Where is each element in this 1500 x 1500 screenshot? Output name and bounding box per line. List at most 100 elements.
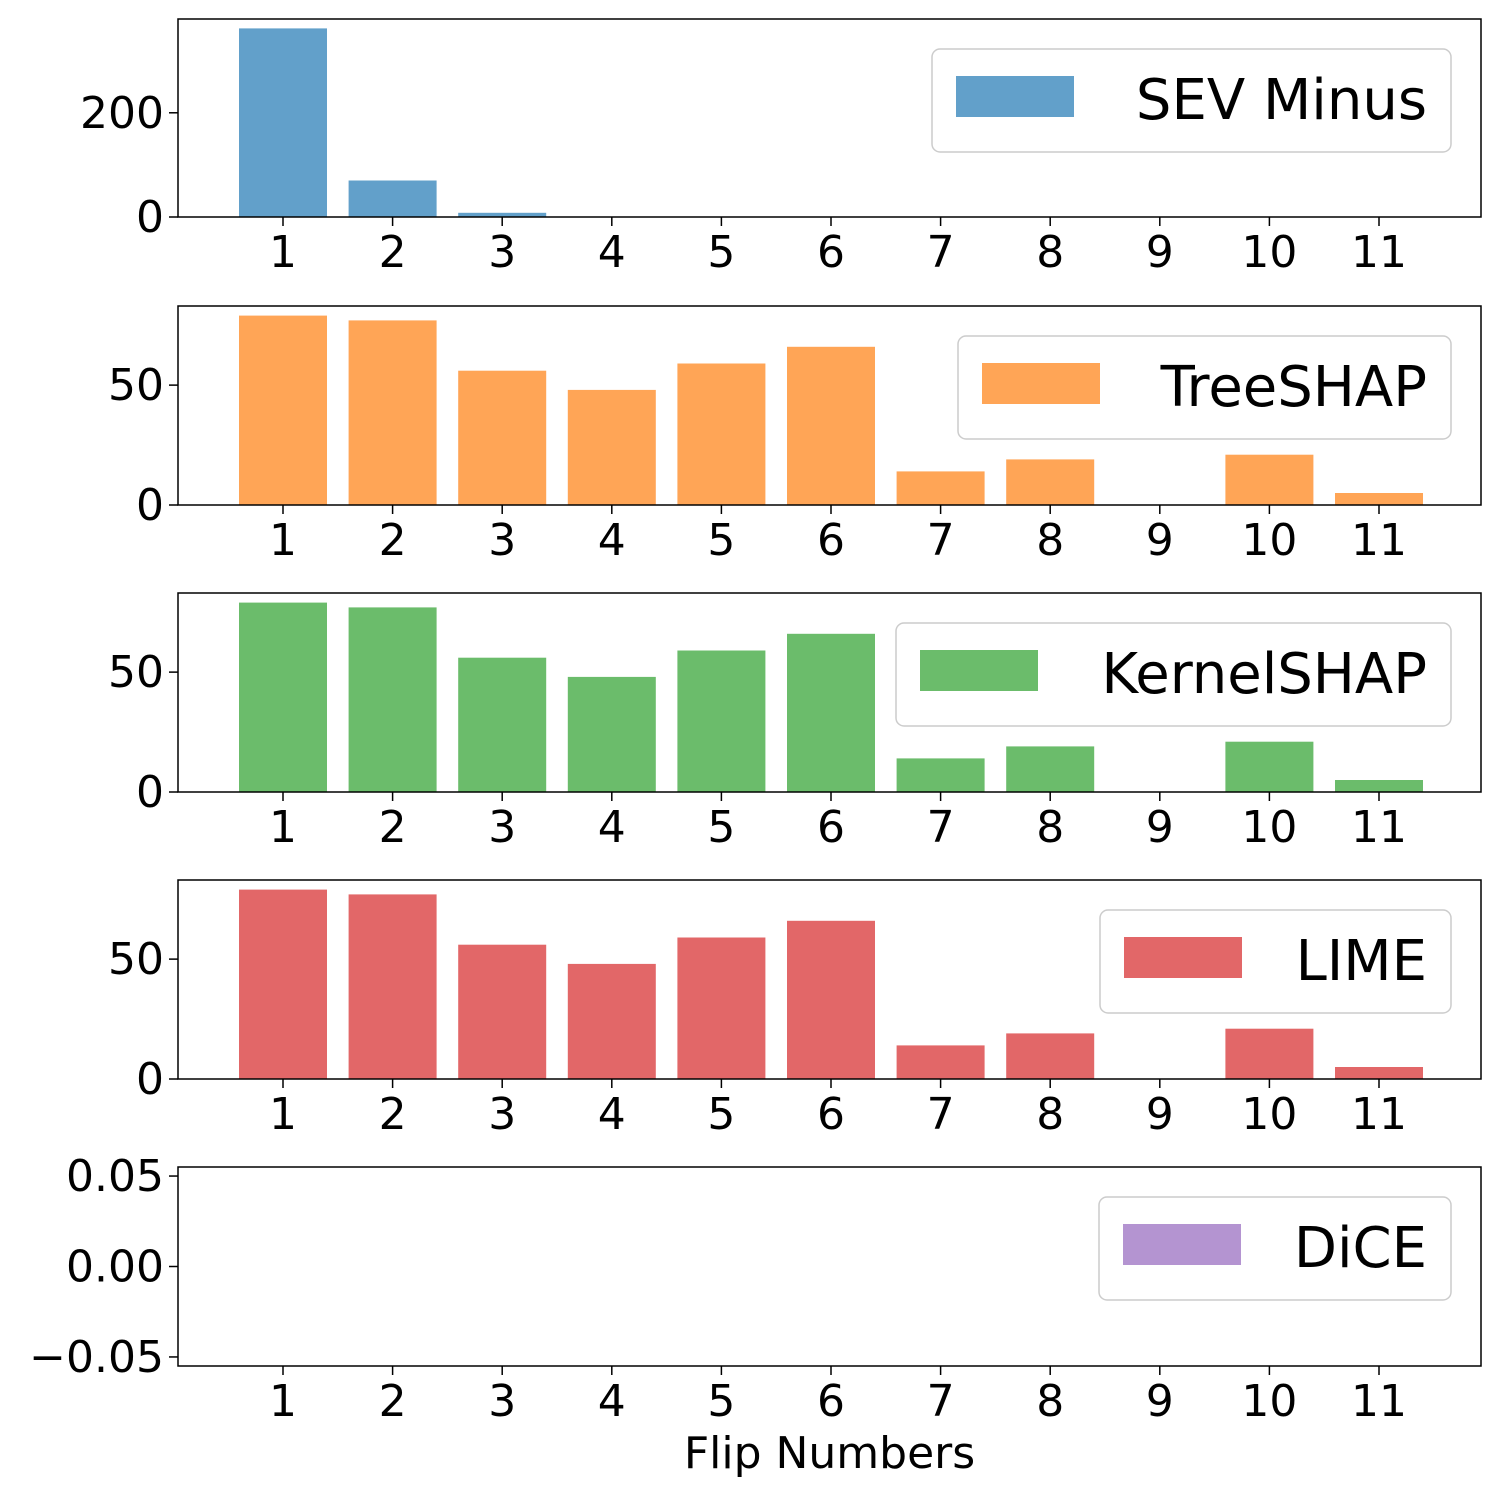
bar-3: [458, 212, 547, 217]
x-tick-label: 10: [1241, 1089, 1297, 1140]
legend: KernelSHAP: [895, 622, 1452, 727]
bar-5: [677, 650, 766, 792]
x-tick-label: 10: [1241, 802, 1297, 853]
x-tick-label: 2: [379, 802, 407, 853]
x-tick-label: 2: [379, 1376, 407, 1427]
y-tick-label: 0.00: [66, 1242, 164, 1293]
bar-2: [348, 894, 437, 1079]
legend-box: [895, 622, 1452, 727]
bar-2: [348, 320, 437, 505]
x-tick-label: 9: [1146, 227, 1174, 278]
x-tick-label: 7: [927, 802, 955, 853]
legend-label: SEV Minus: [1136, 68, 1427, 133]
x-tick-label: 6: [817, 1376, 845, 1427]
y-tick-label: 200: [80, 88, 164, 139]
legend-swatch: [982, 363, 1100, 404]
x-tick-label: 1: [269, 802, 297, 853]
bar-11: [1335, 1067, 1423, 1079]
y-tick-label: 50: [108, 934, 164, 985]
legend: LIME: [1099, 909, 1452, 1014]
subplot-4: 0 50 1 2 3 4 5 6 7 8 9 10 11 LIME: [108, 879, 1482, 1140]
x-tick-label: 6: [817, 802, 845, 853]
x-tick-label: 9: [1146, 802, 1174, 853]
x-tick-label: 1: [269, 227, 297, 278]
x-tick-label: 8: [1036, 227, 1064, 278]
bar-3: [458, 370, 547, 505]
bar-6: [787, 633, 875, 792]
x-tick-label: 3: [488, 1089, 516, 1140]
legend-swatch: [956, 76, 1074, 117]
axes-frame: [177, 18, 1482, 218]
y-tick-label: 0: [136, 192, 164, 243]
subplot-1: 0 200 1 2 3 4 5 6 7 8 9 10 11 SEV Minus: [80, 18, 1482, 278]
y-tick-label: −0.05: [29, 1332, 164, 1383]
x-tick-label: 4: [598, 515, 626, 566]
bar-4: [567, 389, 656, 505]
x-tick-label: 8: [1036, 1089, 1064, 1140]
bar-3: [458, 944, 547, 1079]
x-tick-label: 3: [488, 802, 516, 853]
bar-4: [567, 963, 656, 1079]
x-tick-label: 11: [1351, 1376, 1407, 1427]
x-tick-label: 10: [1241, 1376, 1297, 1427]
bar-8: [1006, 459, 1095, 505]
bar-4: [567, 676, 656, 792]
legend-swatch: [920, 650, 1038, 691]
x-tick-label: 4: [598, 1089, 626, 1140]
bar-10: [1225, 454, 1314, 505]
y-tick-label: 50: [108, 647, 164, 698]
bar-1: [239, 28, 327, 218]
bar-7: [896, 471, 985, 505]
bar-11: [1335, 780, 1423, 792]
y-tick-label: 50: [108, 360, 164, 411]
subplot-2: 0 50 1 2 3 4 5 6 7 8 9 10 11 TreeSHAP: [108, 305, 1482, 566]
bar-7: [896, 758, 985, 792]
legend-label: KernelSHAP: [1101, 642, 1427, 707]
axes-frame: [177, 879, 1482, 1080]
x-axis-label: Flip Numbers: [684, 1428, 975, 1479]
bar-6: [787, 346, 875, 505]
legend-label: DiCE: [1294, 1216, 1427, 1281]
legend-label: LIME: [1296, 929, 1427, 994]
legend-box: [957, 335, 1452, 440]
y-tick-label: 0: [136, 767, 164, 818]
subplot-5: −0.05 0.00 0.05 1 2 3 4 5 6 7 8 9 10 11 DiCE Flip Numbe…: [29, 1151, 1482, 1479]
bar-2: [348, 180, 437, 217]
x-tick-label: 11: [1351, 227, 1407, 278]
legend: SEV Minus: [931, 48, 1452, 153]
x-tick-label: 5: [707, 227, 735, 278]
x-tick-label: 8: [1036, 515, 1064, 566]
bar-8: [1006, 1033, 1095, 1079]
x-tick-label: 8: [1036, 1376, 1064, 1427]
bar-3: [458, 657, 547, 792]
x-tick-label: 5: [707, 802, 735, 853]
x-tick-label: 2: [379, 227, 407, 278]
subplot-3: 0 50 1 2 3 4 5 6 7 8 9 10 11 KernelSHAP: [108, 592, 1482, 853]
x-tick-label: 5: [707, 515, 735, 566]
bar-5: [677, 363, 766, 505]
x-tick-label: 6: [817, 1089, 845, 1140]
x-tick-label: 4: [598, 1376, 626, 1427]
bar-8: [1006, 746, 1095, 792]
x-tick-label: 11: [1351, 515, 1407, 566]
x-tick-label: 3: [488, 1376, 516, 1427]
bar-6: [787, 920, 875, 1079]
bar-5: [677, 937, 766, 1079]
x-tick-label: 7: [927, 515, 955, 566]
x-tick-label: 1: [269, 1089, 297, 1140]
x-tick-label: 2: [379, 515, 407, 566]
y-tick-label: 0: [136, 1054, 164, 1105]
x-tick-label: 8: [1036, 802, 1064, 853]
x-tick-label: 7: [927, 227, 955, 278]
x-tick-label: 9: [1146, 515, 1174, 566]
x-tick-label: 5: [707, 1089, 735, 1140]
x-tick-label: 1: [269, 1376, 297, 1427]
x-tick-label: 6: [817, 227, 845, 278]
x-tick-label: 6: [817, 515, 845, 566]
x-tick-label: 10: [1241, 227, 1297, 278]
x-tick-label: 1: [269, 515, 297, 566]
x-tick-label: 2: [379, 1089, 407, 1140]
legend: TreeSHAP: [957, 335, 1452, 440]
x-tick-label: 10: [1241, 515, 1297, 566]
